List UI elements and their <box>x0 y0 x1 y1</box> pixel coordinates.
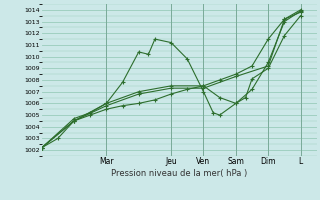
X-axis label: Pression niveau de la mer( hPa ): Pression niveau de la mer( hPa ) <box>111 169 247 178</box>
